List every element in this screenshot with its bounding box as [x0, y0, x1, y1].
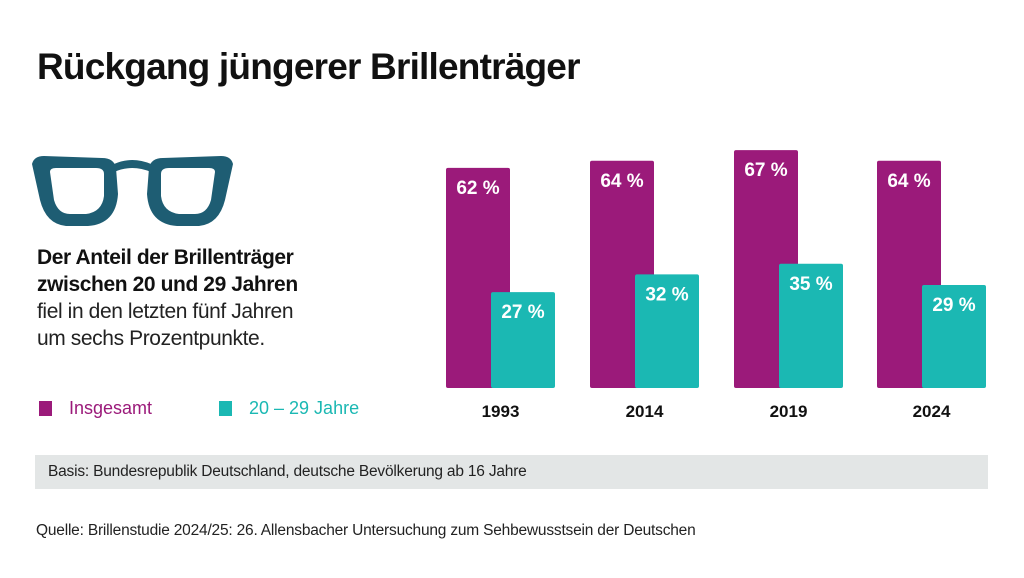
- description-bold-line-2: zwischen 20 und 29 Jahren: [37, 273, 298, 296]
- x-tick-label-2014: 2014: [626, 402, 664, 421]
- data-label-20-29-1993: 27 %: [501, 302, 544, 323]
- legend-item-insgesamt: Insgesamt: [39, 398, 152, 419]
- source-note: Quelle: Brillenstudie 2024/25: 26. Allen…: [36, 522, 696, 539]
- chart-title: Rückgang jüngerer Brillenträger: [37, 46, 580, 87]
- data-label-insgesamt-2019: 67 %: [744, 160, 787, 181]
- data-label-insgesamt-1993: 62 %: [456, 178, 499, 199]
- glasses-icon: [32, 156, 233, 226]
- description: Der Anteil der Brillenträger zwischen 20…: [37, 244, 377, 352]
- description-line-4: um sechs Prozentpunkte.: [37, 327, 265, 350]
- bar-20-29-2024: [922, 285, 986, 388]
- basis-note: Basis: Bundesrepublik Deutschland, deuts…: [35, 455, 988, 489]
- data-label-20-29-2024: 29 %: [932, 295, 975, 316]
- legend-label-20-29: 20 – 29 Jahre: [249, 398, 360, 418]
- data-label-insgesamt-2014: 64 %: [600, 171, 643, 192]
- bar-20-29-1993: [491, 292, 555, 388]
- description-line-3: fiel in den letzten fünf Jahren: [37, 300, 294, 323]
- x-tick-label-2019: 2019: [770, 402, 808, 421]
- x-tick-label-1993: 1993: [482, 402, 520, 421]
- legend-label-insgesamt: Insgesamt: [69, 398, 153, 418]
- bar-20-29-2019: [779, 263, 843, 388]
- bar-20-29-2014: [635, 274, 699, 388]
- description-bold-line-1: Der Anteil der Brillenträger: [37, 246, 294, 269]
- legend-swatch-20-29: [219, 401, 232, 416]
- data-label-20-29-2014: 32 %: [645, 284, 688, 305]
- legend-swatch-insgesamt: [39, 401, 52, 416]
- legend-item-20-29: 20 – 29 Jahre: [219, 398, 359, 419]
- x-tick-label-2024: 2024: [913, 402, 951, 421]
- data-label-insgesamt-2024: 64 %: [887, 171, 930, 192]
- data-label-20-29-2019: 35 %: [789, 274, 832, 295]
